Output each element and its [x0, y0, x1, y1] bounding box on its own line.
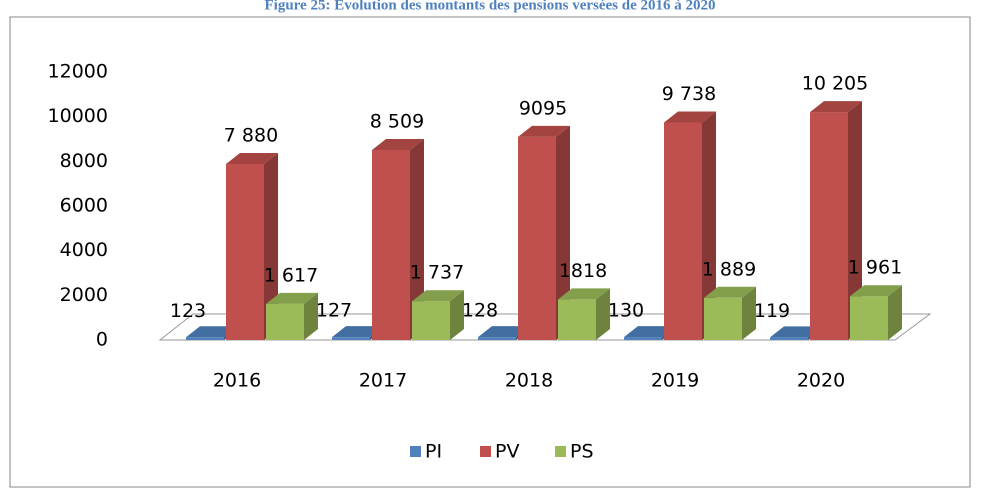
bar-front [266, 303, 304, 340]
x-tick-label: 2020 [797, 370, 845, 392]
bar-top [624, 326, 676, 338]
bar [664, 111, 716, 340]
legend-label: PS [570, 441, 594, 463]
bar-top [478, 326, 530, 338]
value-label: 119 [754, 300, 790, 322]
y-tick-label: 10000 [48, 105, 108, 127]
x-tick-label: 2016 [213, 370, 261, 392]
y-tick-label: 4000 [60, 239, 108, 261]
legend-label: PI [425, 441, 442, 463]
value-label: 1 889 [702, 258, 756, 280]
bar [412, 290, 464, 340]
bar-top [810, 101, 862, 113]
bar-top [664, 111, 716, 123]
bar-side [304, 292, 318, 340]
bar-front [810, 112, 848, 340]
value-label: 10 205 [802, 73, 868, 95]
x-tick-label: 2017 [359, 370, 407, 392]
bar-side [556, 125, 570, 341]
bar-front [770, 337, 808, 340]
value-label: 123 [170, 300, 206, 322]
value-label: 130 [608, 300, 644, 322]
value-label: 9095 [519, 97, 567, 119]
bar [518, 125, 570, 341]
y-tick-label: 12000 [48, 61, 108, 83]
legend-label: PV [495, 441, 519, 463]
bar-side [410, 138, 424, 340]
bar-top [372, 138, 424, 150]
chart-title: Figure 25: Évolution des montants des pe… [265, 0, 716, 13]
bar-front [850, 296, 888, 340]
bar-top [412, 290, 464, 302]
bar-top [332, 326, 384, 338]
bar-top [226, 153, 278, 165]
bar-front [372, 149, 410, 340]
bar [850, 285, 902, 340]
bar [266, 292, 318, 340]
value-label: 1818 [559, 260, 607, 282]
bar-top [266, 292, 318, 304]
legend-swatch [480, 446, 491, 457]
x-tick-label: 2019 [651, 370, 699, 392]
bar-top [518, 125, 570, 137]
bar-front [412, 301, 450, 340]
bar-side [742, 286, 756, 340]
value-label: 1 961 [848, 257, 902, 279]
bar-front [558, 299, 596, 340]
bar-top [186, 326, 238, 338]
value-label: 9 738 [662, 83, 716, 105]
bar-top [850, 285, 902, 297]
bar [226, 153, 278, 340]
value-label: 8 509 [370, 110, 424, 132]
bar-front [186, 337, 224, 340]
bar-side [702, 111, 716, 340]
y-tick-label: 8000 [60, 150, 108, 172]
legend-swatch [410, 446, 421, 457]
bar-top [558, 288, 610, 300]
x-tick-label: 2018 [505, 370, 553, 392]
bar-top [770, 326, 822, 338]
bar-side [450, 290, 464, 340]
bar-front [226, 164, 264, 340]
bar-front [704, 297, 742, 340]
bar [558, 288, 610, 340]
bar-front [332, 337, 370, 340]
bar-front [518, 136, 556, 340]
bar [704, 286, 756, 340]
bar-side [596, 288, 610, 340]
y-tick-label: 0 [96, 329, 108, 351]
bar-side [264, 153, 278, 340]
y-tick-label: 6000 [60, 195, 108, 217]
bar-top [704, 286, 756, 298]
value-label: 1 737 [410, 262, 464, 284]
bar-side [848, 101, 862, 340]
value-label: 1 617 [264, 264, 318, 286]
y-tick-label: 2000 [60, 284, 108, 306]
bar-front [478, 337, 516, 340]
value-label: 128 [462, 300, 498, 322]
bar-front [664, 122, 702, 340]
value-label: 7 880 [224, 125, 278, 147]
bar-side [888, 285, 902, 340]
bar [810, 101, 862, 340]
legend-swatch [555, 446, 566, 457]
value-label: 127 [316, 300, 352, 322]
bar [372, 138, 424, 340]
bar-front [624, 337, 662, 340]
